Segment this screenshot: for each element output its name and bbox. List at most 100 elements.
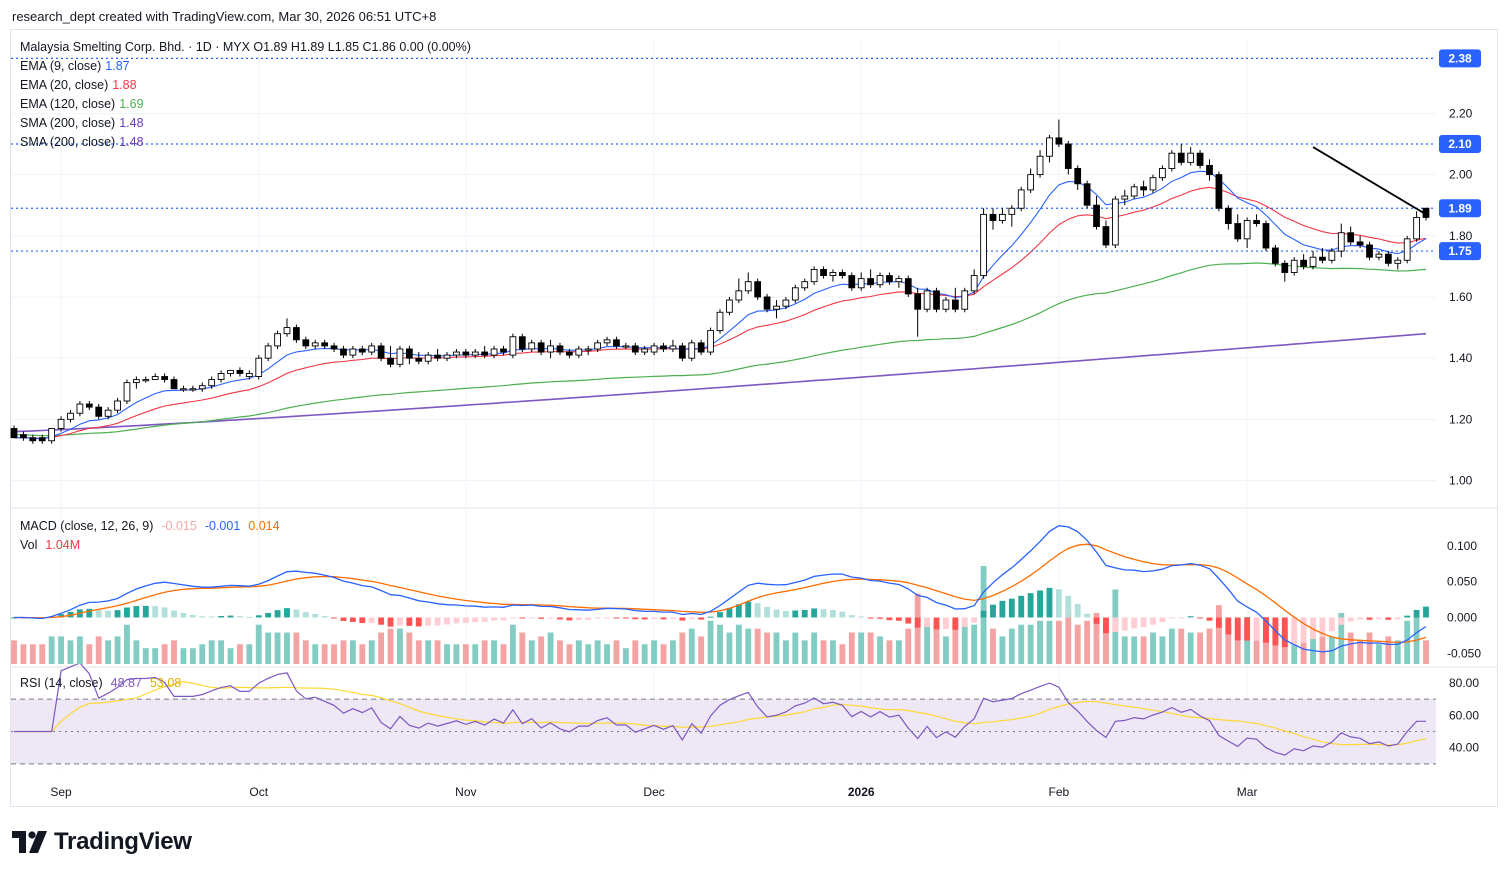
rsi-legend[interactable]: RSI (14, close) 48.87 53.08 xyxy=(20,675,181,691)
volume-bar xyxy=(1187,632,1194,664)
candle-body xyxy=(537,342,545,353)
ema120-legend[interactable]: EMA (120, close) 1.69 xyxy=(20,96,144,112)
macd-histogram-bar xyxy=(1338,617,1345,625)
candle-body xyxy=(133,379,140,384)
macd-histogram-bar xyxy=(359,617,366,624)
price-level-tag-bg xyxy=(1439,199,1481,218)
candle-body xyxy=(1403,238,1411,261)
macd-histogram-bar xyxy=(707,616,714,618)
volume-bar xyxy=(462,644,469,664)
macd-histogram-bar xyxy=(1413,609,1420,618)
macd-histogram-bar xyxy=(1159,617,1166,622)
macd-histogram-bar xyxy=(1046,587,1053,618)
candle xyxy=(631,342,639,356)
macd-histogram-bar xyxy=(1178,617,1185,619)
macd-histogram-bar xyxy=(1074,603,1081,618)
macd-histogram-bar xyxy=(914,617,921,628)
candle-body xyxy=(773,305,780,310)
volume-bar xyxy=(199,644,206,664)
macd-histogram-bar xyxy=(453,617,460,624)
candle-body xyxy=(1224,207,1232,225)
candle xyxy=(980,208,987,279)
macd-legend[interactable]: MACD (close, 12, 26, 9) -0.015 -0.001 0.014 xyxy=(20,518,280,534)
candle xyxy=(208,376,216,389)
candle xyxy=(189,385,197,392)
candle xyxy=(688,339,696,362)
volume-bar xyxy=(1291,632,1298,664)
candle xyxy=(914,287,922,337)
volume-bar xyxy=(801,640,808,664)
volume-bar xyxy=(1055,620,1062,664)
macd-histogram-bar xyxy=(528,617,535,619)
candle xyxy=(867,269,874,288)
macd-histogram-bar xyxy=(519,617,526,619)
horizontal-levels[interactable]: 2.38 2.10 1.89 1.75 xyxy=(11,49,1481,261)
candle xyxy=(170,376,178,390)
ema9-legend[interactable]: EMA (9, close) 1.87 xyxy=(20,58,130,74)
candle-body xyxy=(180,388,187,391)
volume-bar xyxy=(575,640,582,664)
macd-histogram-bar xyxy=(312,613,319,618)
volume-bar xyxy=(1300,636,1307,664)
trendline[interactable] xyxy=(1312,146,1427,216)
candle xyxy=(1300,254,1307,270)
candle-body xyxy=(57,418,65,429)
volume-bar xyxy=(547,632,554,664)
candle xyxy=(198,382,206,392)
candle-body xyxy=(358,348,366,353)
volume-bar xyxy=(11,640,17,664)
macd-histogram-bar xyxy=(1131,617,1138,629)
candle xyxy=(1036,150,1044,178)
volume-bar xyxy=(124,624,130,664)
candle-body xyxy=(1187,152,1195,163)
candle xyxy=(1102,220,1110,249)
candle-body xyxy=(820,268,827,277)
candle xyxy=(1140,180,1147,197)
candle-body xyxy=(848,275,856,289)
volume-bar xyxy=(895,640,902,664)
candle-body xyxy=(48,428,56,442)
candle xyxy=(857,272,865,291)
tradingview-logo[interactable]: TradingView xyxy=(12,828,192,856)
candle xyxy=(876,272,884,288)
candle xyxy=(1111,196,1119,249)
volume-bar xyxy=(519,632,526,664)
macd-histogram-bar xyxy=(1376,617,1382,620)
macd-pane xyxy=(11,525,1429,653)
ema20-legend[interactable]: EMA (20, close) 1.88 xyxy=(20,77,137,93)
candle xyxy=(283,318,291,337)
time-tick-label: Sep xyxy=(50,785,72,799)
macd-histogram-bar xyxy=(1394,617,1401,620)
candle-body xyxy=(961,290,969,310)
candle-body xyxy=(1196,152,1204,166)
volume-bar xyxy=(867,632,874,664)
sma200b-legend[interactable]: SMA (200, close) 1.48 xyxy=(20,134,144,150)
symbol-legend[interactable]: Malaysia Smelting Corp. Bhd. · 1D · MYX … xyxy=(20,39,471,55)
price-tick-label: 1.60 xyxy=(1449,290,1473,304)
macd-histogram-bar xyxy=(265,612,272,618)
volume-bar xyxy=(632,640,639,664)
candle xyxy=(67,410,74,423)
volume-bar xyxy=(1121,636,1128,664)
rsi-tick-label: 40.00 xyxy=(1449,741,1479,755)
macd-histogram-bar xyxy=(1168,617,1175,619)
macd-histogram-bar xyxy=(547,617,554,619)
price-tick-label: 1.00 xyxy=(1449,474,1473,488)
sma200-legend[interactable]: SMA (200, close) 1.48 xyxy=(20,115,144,131)
volume-bar xyxy=(1310,632,1316,664)
macd-histogram-bar xyxy=(1404,615,1411,618)
macd-histogram-bar xyxy=(1423,606,1429,618)
candle xyxy=(104,407,112,420)
macd-line xyxy=(14,525,1427,653)
volume-bar xyxy=(227,648,234,664)
macd-histogram-bar xyxy=(180,613,187,618)
candle-body xyxy=(782,299,790,307)
candle xyxy=(594,339,601,353)
candle-body xyxy=(208,379,216,387)
candles[interactable] xyxy=(10,119,1430,444)
macd-histogram-bar xyxy=(971,617,978,623)
vol-legend[interactable]: Vol 1.04M xyxy=(20,537,80,553)
volume-bar xyxy=(707,620,714,664)
macd-histogram-bar xyxy=(1300,617,1307,644)
